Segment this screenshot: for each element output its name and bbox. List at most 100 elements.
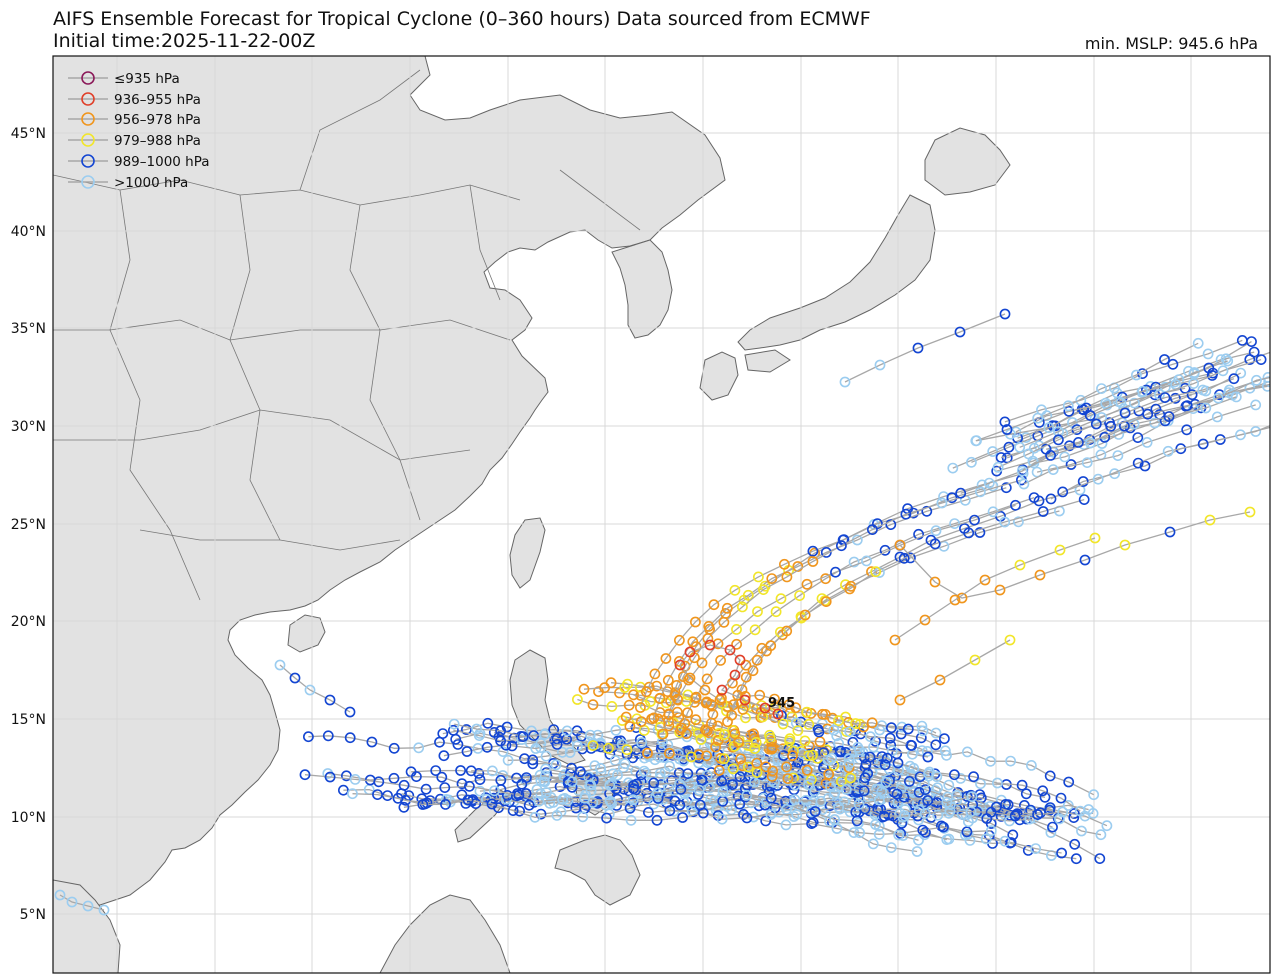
track-point (1154, 388, 1165, 400)
track-point (941, 797, 953, 808)
track-line (719, 766, 920, 793)
track-point (896, 721, 908, 733)
track-point (781, 571, 793, 583)
track-point (1132, 432, 1144, 443)
track-point (1010, 499, 1021, 511)
track-point (716, 684, 728, 696)
track-point (607, 768, 619, 780)
track-point (1149, 417, 1161, 429)
track-line (731, 498, 1085, 716)
track-point (1188, 378, 1199, 389)
track-line (740, 702, 937, 734)
track-point (1000, 482, 1012, 494)
track-point (792, 756, 804, 768)
track-point (533, 795, 545, 807)
track-point (595, 762, 606, 774)
track-point (844, 726, 856, 737)
track-point (823, 768, 835, 780)
track-point (734, 771, 746, 782)
track-point (1011, 808, 1023, 820)
track-point (589, 760, 601, 772)
track-point (540, 763, 551, 775)
track-point (940, 745, 951, 757)
track-line (352, 793, 973, 821)
track-point (711, 802, 723, 814)
shikoku (744, 349, 791, 373)
legend-item-gt1000: >1000 hPa (68, 175, 188, 191)
track-point (299, 769, 311, 781)
track-point (751, 757, 763, 769)
track-point (587, 699, 599, 711)
track-point (463, 780, 475, 792)
track-point (612, 769, 623, 781)
track-point (1094, 853, 1106, 864)
track-point (606, 701, 618, 712)
track-point (575, 766, 586, 778)
track-point (707, 708, 719, 720)
track-point (649, 668, 661, 680)
track-point (772, 753, 784, 765)
lat-label-30: 30°N (11, 419, 46, 435)
track-point (651, 680, 663, 692)
track-point (1197, 384, 1209, 396)
track-point (1054, 544, 1066, 556)
track-point (782, 773, 794, 784)
track-point (1129, 397, 1140, 409)
track-point (784, 735, 795, 747)
track-point (420, 783, 432, 795)
track-point (824, 816, 835, 827)
track-point (1020, 788, 1032, 800)
track-point (854, 744, 865, 756)
track-point (657, 735, 668, 747)
track-point (743, 761, 754, 773)
track-point (1070, 853, 1082, 865)
track-point (448, 718, 460, 730)
track-point (1096, 383, 1107, 394)
track-point (701, 696, 713, 708)
track-point (833, 738, 844, 749)
track-point (601, 812, 612, 824)
track-line (679, 644, 779, 715)
legend-marker-936-955 (81, 92, 95, 106)
track-point (886, 745, 898, 757)
track-line (59, 894, 105, 911)
track-point (965, 806, 977, 817)
track-point (1022, 845, 1034, 856)
track-point (921, 746, 933, 757)
track-point (461, 746, 473, 757)
track-point (826, 752, 837, 764)
track-point (992, 777, 1003, 789)
track-point (703, 621, 715, 632)
track-point (885, 519, 897, 530)
track-point (1078, 494, 1090, 505)
track-point (899, 810, 911, 822)
track-point (807, 545, 819, 557)
track-point (1141, 436, 1153, 448)
track-point (729, 669, 741, 681)
track-point (781, 625, 793, 637)
track-point (1170, 392, 1181, 404)
track-point (664, 805, 676, 817)
track-point (690, 714, 702, 726)
track-point (1175, 443, 1187, 455)
track-point (1273, 421, 1280, 430)
track-point (1211, 411, 1223, 423)
track-point (1163, 411, 1175, 422)
track-point (833, 801, 845, 813)
track-point (1057, 486, 1069, 498)
track-point (456, 789, 468, 801)
track-point (1262, 380, 1270, 392)
hainan (287, 614, 326, 653)
track-point (727, 763, 739, 775)
track-point (1047, 821, 1058, 833)
track-point (716, 775, 727, 787)
track-point (855, 728, 867, 740)
ensemble-tracks (54, 308, 1280, 916)
track-line (491, 798, 1062, 854)
track-point (388, 742, 400, 754)
track-point (737, 760, 748, 772)
korea (611, 239, 673, 339)
track-point (530, 743, 542, 754)
track-point (1150, 403, 1162, 415)
track-point (619, 682, 631, 693)
